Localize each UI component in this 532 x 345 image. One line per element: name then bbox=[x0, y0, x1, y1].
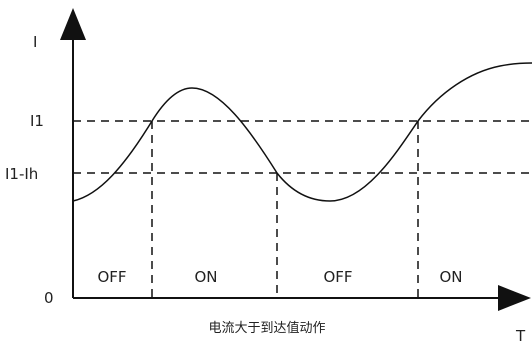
region-label-4: ON bbox=[439, 268, 462, 286]
region-label-2: ON bbox=[194, 268, 217, 286]
threshold-off-label: I1-Ih bbox=[5, 165, 38, 183]
diagram-caption: 电流大于到达值动作 bbox=[208, 320, 325, 336]
y-axis-label: I bbox=[33, 33, 37, 51]
origin-label: 0 bbox=[44, 289, 54, 307]
y-axis-arrow bbox=[60, 8, 86, 40]
region-label-3: OFF bbox=[323, 268, 352, 286]
x-axis-label: T bbox=[515, 327, 526, 345]
current-curve bbox=[72, 62, 532, 202]
x-axis-arrow bbox=[498, 285, 531, 311]
region-label-1: OFF bbox=[97, 268, 126, 286]
threshold-on-label: I1 bbox=[30, 112, 44, 130]
